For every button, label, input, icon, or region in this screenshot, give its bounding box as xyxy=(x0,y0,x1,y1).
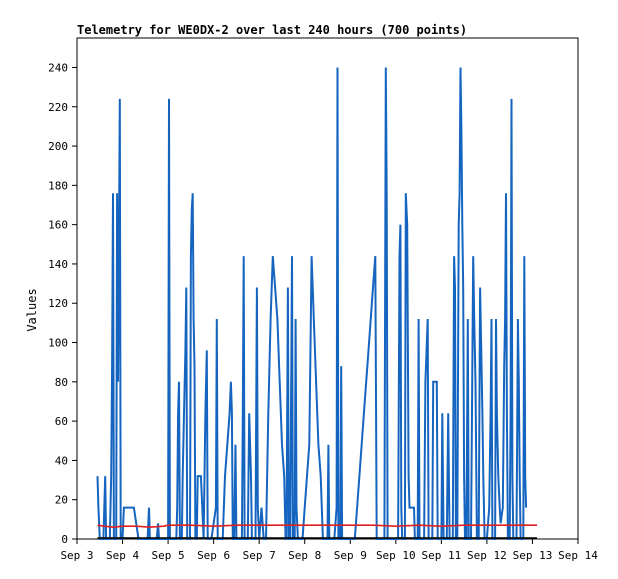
chart-title: Telemetry for WE0DX-2 over last 240 hour… xyxy=(77,23,467,37)
x-tick-label: Sep 6 xyxy=(197,549,230,562)
series-line-2 xyxy=(97,524,537,529)
x-tick-label: Sep 8 xyxy=(288,549,321,562)
x-tick-label: Sep 10 xyxy=(376,549,416,562)
y-tick-label: 100 xyxy=(48,337,68,350)
x-tick-label: Sep 9 xyxy=(334,549,367,562)
x-tick-label: Sep 13 xyxy=(513,549,553,562)
x-tick-label: Sep 5 xyxy=(152,549,185,562)
x-tick-label: Sep 4 xyxy=(106,549,139,562)
x-tick-label: Sep 12 xyxy=(467,549,507,562)
y-tick-label: 60 xyxy=(55,415,68,428)
y-tick-label: 20 xyxy=(55,494,68,507)
series-line-1 xyxy=(96,67,528,540)
y-tick-label: 220 xyxy=(48,101,68,114)
y-tick-label: 0 xyxy=(61,533,68,546)
y-tick-label: 240 xyxy=(48,61,68,74)
y-tick-label: 120 xyxy=(48,297,68,310)
y-tick-label: 80 xyxy=(55,376,68,389)
x-tick-label: Sep 7 xyxy=(243,549,276,562)
x-tick-label: Sep 14 xyxy=(558,549,598,562)
y-axis-label: Values xyxy=(25,288,39,331)
y-tick-label: 180 xyxy=(48,179,68,192)
x-tick-label: Sep 11 xyxy=(421,549,461,562)
y-tick-label: 160 xyxy=(48,219,68,232)
y-tick-label: 40 xyxy=(55,454,68,467)
y-axis: 0 20 40 60 80 100 120 140 160 180 200 220 240 xyxy=(48,61,77,546)
y-tick-label: 140 xyxy=(48,258,68,271)
y-tick-label: 200 xyxy=(48,140,68,153)
x-axis: Sep 3 Sep 4 Sep 5 Sep 6 Sep 7 Sep 8 Sep 9 Sep 1… xyxy=(60,539,598,562)
x-tick-label: Sep 3 xyxy=(60,549,93,562)
series-layer xyxy=(96,67,537,540)
